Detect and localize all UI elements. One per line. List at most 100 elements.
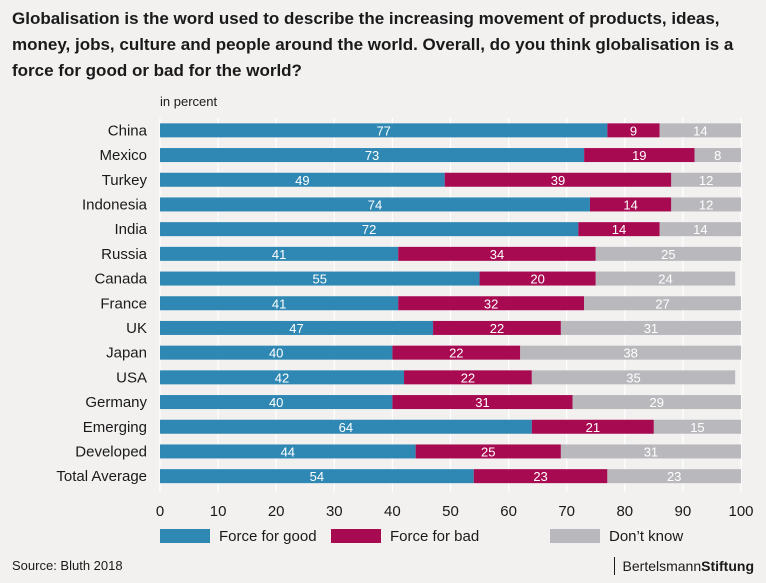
legend-label: Don’t know [609, 528, 683, 545]
data-label: 54 [310, 469, 324, 484]
bar-segment [392, 395, 573, 410]
data-label: 44 [281, 444, 295, 459]
x-tick-label: 40 [384, 503, 401, 520]
brand-name-part2: Stiftung [701, 558, 754, 574]
data-label: 40 [269, 346, 283, 361]
bar-segment [160, 320, 434, 335]
data-label: 42 [275, 370, 289, 385]
legend: Force for good Force for bad Don’t know [160, 528, 683, 545]
category-label: Germany [85, 394, 147, 411]
data-label: 74 [368, 197, 382, 212]
bar-segment [595, 246, 741, 261]
data-label: 38 [623, 346, 637, 361]
data-label: 12 [699, 173, 713, 188]
data-label: 12 [699, 197, 713, 212]
bar-segment [572, 395, 741, 410]
source-note: Source: Bluth 2018 [12, 558, 123, 573]
bar-segment [607, 123, 660, 138]
data-label: 41 [272, 247, 286, 262]
data-label: 14 [693, 222, 707, 237]
bar-segment [160, 296, 399, 311]
category-label: Russia [101, 246, 148, 263]
x-tick-label: 30 [326, 503, 343, 520]
category-labels: China Mexico Turkey Indonesia India Russia Can… [56, 122, 147, 485]
data-label: 25 [481, 444, 495, 459]
category-label: Mexico [99, 147, 147, 164]
data-label: 40 [269, 395, 283, 410]
data-label: 49 [295, 173, 309, 188]
legend-swatch [331, 529, 381, 543]
bars: 77 9 14 73 19 8 49 39 12 74 14 12 72 14 14 41 34 25 55 20 24… [160, 123, 741, 484]
category-label: India [114, 221, 147, 238]
bar-segment [473, 469, 608, 484]
bar-segment [160, 395, 393, 410]
data-label: 25 [661, 247, 675, 262]
data-label: 64 [339, 420, 353, 435]
bar-segment [531, 370, 736, 385]
data-label: 47 [289, 321, 303, 336]
bar-segment [160, 172, 445, 187]
category-label: Indonesia [82, 196, 148, 213]
x-tick-label: 60 [500, 503, 517, 520]
data-label: 31 [644, 444, 658, 459]
data-label: 23 [667, 469, 681, 484]
brand-name-part1: Bertelsmann [622, 558, 702, 574]
data-label: 19 [632, 148, 646, 163]
x-tick-label: 10 [210, 503, 227, 520]
data-label: 15 [690, 420, 704, 435]
data-label: 29 [650, 395, 664, 410]
data-label: 22 [490, 321, 504, 336]
bar-segment [607, 469, 741, 484]
data-label: 24 [658, 272, 672, 287]
bar-segment [160, 444, 416, 459]
data-label: 73 [365, 148, 379, 163]
bar-segment [589, 197, 672, 212]
x-tick-label: 70 [558, 503, 575, 520]
data-label: 14 [693, 123, 707, 138]
data-label: 27 [655, 296, 669, 311]
category-label: Emerging [83, 419, 147, 436]
data-label: 31 [475, 395, 489, 410]
category-label: France [100, 295, 147, 312]
bar-segment [653, 419, 741, 434]
legend-label: Force for good [219, 528, 317, 545]
bar-segment [659, 123, 741, 138]
data-label: 22 [461, 370, 475, 385]
unit-label: in percent [160, 94, 218, 109]
legend-swatch [160, 529, 210, 543]
bar-segment [659, 222, 741, 237]
legend-label: Force for bad [390, 528, 479, 545]
bar-segment [584, 296, 741, 311]
data-label: 21 [586, 420, 600, 435]
category-label: Total Average [56, 468, 147, 485]
bar-segment [444, 172, 672, 187]
data-label: 72 [362, 222, 376, 237]
bar-segment [160, 370, 405, 385]
bar-segment [398, 296, 585, 311]
bar-segment [160, 197, 590, 212]
data-label: 77 [376, 123, 390, 138]
bar-segment [160, 246, 399, 261]
x-axis-ticks: 0 10 20 30 40 50 60 70 80 90 100 [156, 503, 754, 520]
category-label: UK [126, 320, 147, 337]
data-label: 34 [490, 247, 504, 262]
data-label: 14 [623, 197, 637, 212]
bar-segment [671, 197, 741, 212]
bar-segment [415, 444, 561, 459]
bar-segment [160, 345, 393, 360]
data-label: 32 [484, 296, 498, 311]
bar-segment [392, 345, 521, 360]
data-label: 8 [714, 148, 721, 163]
data-label: 55 [313, 272, 327, 287]
bar-segment [160, 419, 532, 434]
data-label: 22 [449, 346, 463, 361]
bar-segment [578, 222, 660, 237]
data-label: 23 [533, 469, 547, 484]
bar-segment [584, 148, 695, 163]
data-label: 35 [626, 370, 640, 385]
legend-swatch [550, 529, 600, 543]
x-tick-label: 100 [728, 503, 753, 520]
x-tick-label: 50 [442, 503, 459, 520]
category-label: China [108, 122, 148, 139]
